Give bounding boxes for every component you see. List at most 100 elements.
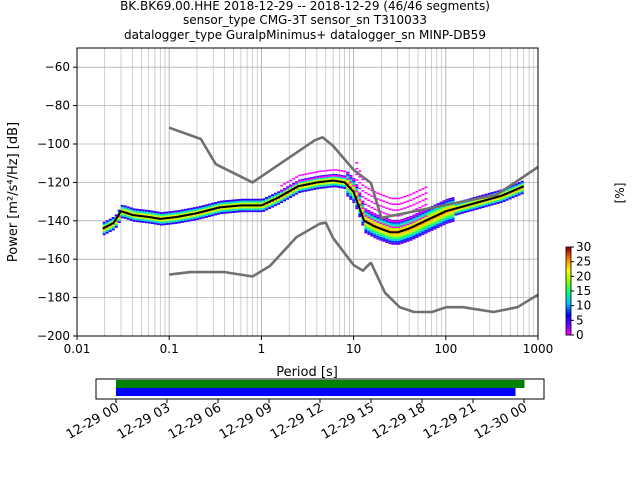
density-cell bbox=[349, 194, 353, 197]
density-cell bbox=[370, 234, 374, 237]
density-cell bbox=[265, 204, 269, 207]
density-cell bbox=[448, 205, 452, 208]
density-cell-sparse bbox=[322, 176, 326, 178]
density-cell bbox=[138, 209, 142, 211]
density-cell bbox=[382, 239, 386, 242]
density-cell bbox=[180, 213, 184, 216]
density-cell-sparse bbox=[376, 215, 380, 218]
density-cell-sparse bbox=[412, 221, 416, 223]
density-cell bbox=[346, 179, 350, 182]
density-cell bbox=[114, 220, 118, 223]
colorbar-segment bbox=[566, 295, 571, 298]
density-cell bbox=[391, 242, 395, 245]
density-cell bbox=[502, 200, 506, 202]
density-cell bbox=[517, 182, 521, 185]
colorbar-segment bbox=[566, 311, 571, 314]
timeline-bars bbox=[116, 380, 525, 396]
density-cell bbox=[406, 238, 410, 240]
density-cell bbox=[436, 220, 440, 223]
density-cell bbox=[376, 231, 380, 234]
density-cell bbox=[168, 220, 172, 223]
density-cell bbox=[388, 222, 392, 225]
density-cell bbox=[286, 193, 290, 196]
density-cell bbox=[207, 205, 211, 208]
density-cell bbox=[448, 213, 452, 216]
density-cell bbox=[409, 225, 413, 228]
density-cell bbox=[403, 240, 407, 243]
density-cell bbox=[361, 219, 365, 222]
density-cell bbox=[301, 186, 305, 189]
y-tick-label: −100 bbox=[37, 137, 70, 151]
density-cell bbox=[475, 205, 479, 208]
density-cell bbox=[313, 178, 317, 181]
colorbar-segment bbox=[566, 279, 571, 282]
density-cell-sparse bbox=[373, 219, 377, 222]
density-cell bbox=[150, 222, 154, 225]
density-cell-sparse bbox=[367, 205, 371, 207]
density-cell-sparse bbox=[424, 203, 428, 206]
density-cell bbox=[138, 212, 142, 215]
density-cell bbox=[355, 203, 359, 206]
density-cell-sparse bbox=[409, 193, 413, 196]
timeline-tick-label: 12-29 21 bbox=[421, 400, 479, 442]
density-cell bbox=[301, 188, 305, 191]
density-cell-sparse bbox=[379, 205, 383, 207]
density-cell-sparse bbox=[295, 182, 299, 184]
density-cell bbox=[517, 185, 521, 188]
density-cell-sparse bbox=[361, 184, 365, 186]
density-cell bbox=[207, 211, 211, 214]
density-cell bbox=[391, 237, 395, 240]
density-cell-sparse bbox=[364, 215, 368, 217]
density-cell bbox=[454, 205, 458, 208]
density-cell bbox=[135, 220, 139, 223]
density-cell bbox=[286, 197, 290, 200]
density-cell bbox=[415, 226, 419, 229]
density-cell bbox=[340, 182, 344, 185]
density-cell bbox=[262, 207, 266, 210]
density-cell-sparse bbox=[337, 175, 341, 177]
density-cell bbox=[394, 239, 398, 241]
density-cell bbox=[499, 193, 503, 196]
density-cell bbox=[319, 186, 323, 189]
density-cell bbox=[520, 184, 524, 187]
density-cell bbox=[448, 221, 452, 223]
density-cell bbox=[412, 222, 416, 225]
density-cell bbox=[412, 231, 416, 234]
density-cell bbox=[253, 208, 257, 211]
density-cell bbox=[256, 198, 260, 201]
density-cell bbox=[394, 223, 398, 226]
density-cell bbox=[355, 207, 359, 210]
density-cell-sparse bbox=[361, 207, 365, 209]
density-cell bbox=[415, 222, 419, 225]
density-cell bbox=[204, 208, 208, 211]
density-cell-sparse bbox=[376, 221, 380, 223]
density-cell-sparse bbox=[394, 197, 398, 200]
density-cell bbox=[436, 212, 440, 215]
density-cell bbox=[496, 201, 500, 204]
density-cell-sparse bbox=[397, 215, 401, 217]
density-cell bbox=[216, 208, 220, 211]
density-cell bbox=[367, 225, 371, 228]
density-cell-sparse bbox=[403, 218, 407, 221]
density-cell bbox=[280, 201, 284, 204]
density-cell bbox=[490, 199, 494, 202]
colorbar-segment bbox=[566, 283, 571, 286]
density-cell bbox=[406, 239, 410, 242]
density-cell bbox=[400, 241, 404, 244]
density-cell bbox=[277, 191, 281, 194]
density-cell bbox=[436, 218, 440, 221]
density-cell-sparse bbox=[412, 215, 416, 217]
density-cell-sparse bbox=[385, 213, 389, 215]
density-cell-sparse bbox=[358, 176, 362, 178]
density-cell bbox=[382, 230, 386, 233]
density-cell bbox=[195, 208, 199, 211]
density-cell-sparse bbox=[406, 194, 410, 197]
density-cell bbox=[367, 229, 371, 232]
density-cell bbox=[505, 194, 509, 197]
density-cell bbox=[210, 210, 214, 213]
density-cell bbox=[126, 217, 130, 220]
density-cell bbox=[433, 212, 437, 215]
density-cell bbox=[162, 223, 166, 226]
density-cell bbox=[265, 208, 269, 211]
density-cell bbox=[253, 198, 257, 201]
